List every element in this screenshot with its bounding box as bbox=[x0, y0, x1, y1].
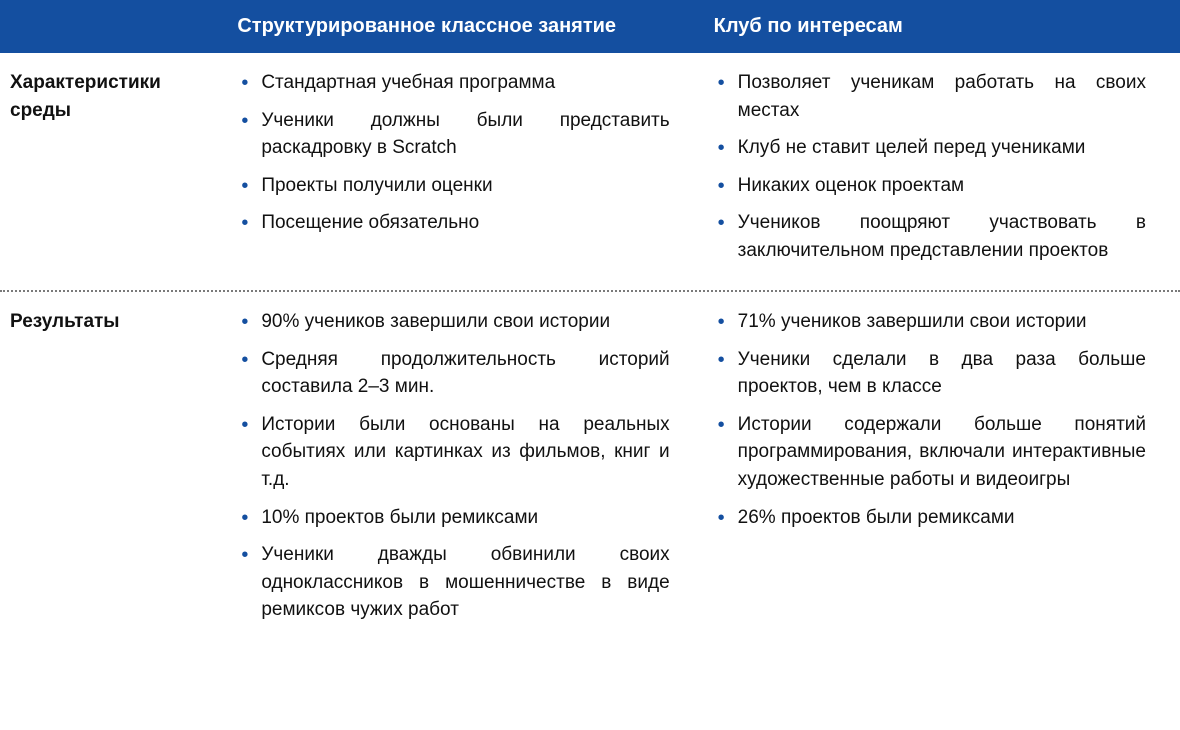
list-item: 71% учеников завершили свои истории bbox=[714, 308, 1146, 336]
list-item: Позволяет ученикам работать на своих мес… bbox=[714, 69, 1146, 124]
row-label: Результаты bbox=[0, 292, 227, 649]
list-item: Истории были основаны на реальных событи… bbox=[237, 411, 669, 494]
list-item: Клуб не ставит целей перед учениками bbox=[714, 134, 1146, 162]
comparison-table: Структурированное классное занятие Клуб … bbox=[0, 0, 1180, 650]
list-item: Истории содержали больше понятий програм… bbox=[714, 411, 1146, 494]
list-item: Средняя продолжительность историй состав… bbox=[237, 346, 669, 401]
table-row: Характеристики среды Стандартная учебная… bbox=[0, 53, 1180, 290]
cell-row1-col-b: 71% учеников завершили свои истории Учен… bbox=[704, 292, 1180, 649]
table-row: Результаты 90% учеников завершили свои и… bbox=[0, 292, 1180, 649]
header-col-b: Клуб по интересам bbox=[704, 0, 1180, 53]
list-item: Проекты получили оценки bbox=[237, 172, 669, 200]
row-label: Характеристики среды bbox=[0, 53, 227, 290]
list-item: 10% проектов были ремиксами bbox=[237, 504, 669, 532]
header-col-a: Структурированное классное занятие bbox=[227, 0, 703, 53]
list-item: Никаких оценок проектам bbox=[714, 172, 1146, 200]
list-item: Ученики дважды обвинили своих одноклассн… bbox=[237, 541, 669, 624]
list-item: 90% учеников завершили свои истории bbox=[237, 308, 669, 336]
list-item: Ученики должны были представить раскадро… bbox=[237, 107, 669, 162]
cell-row0-col-a: Стандартная учебная программа Ученики до… bbox=[227, 53, 703, 290]
list-item: Ученики сделали в два раза больше проект… bbox=[714, 346, 1146, 401]
list-item: Учеников поощряют участвовать в заключит… bbox=[714, 209, 1146, 264]
header-empty-cell bbox=[0, 0, 227, 53]
cell-row0-col-b: Позволяет ученикам работать на своих мес… bbox=[704, 53, 1180, 290]
cell-row1-col-a: 90% учеников завершили свои истории Сред… bbox=[227, 292, 703, 649]
bullet-list: Позволяет ученикам работать на своих мес… bbox=[714, 69, 1170, 264]
table-header-row: Структурированное классное занятие Клуб … bbox=[0, 0, 1180, 53]
list-item: Стандартная учебная программа bbox=[237, 69, 669, 97]
list-item: Посещение обязательно bbox=[237, 209, 669, 237]
bullet-list: Стандартная учебная программа Ученики до… bbox=[237, 69, 693, 237]
bullet-list: 90% учеников завершили свои истории Сред… bbox=[237, 308, 693, 623]
bullet-list: 71% учеников завершили свои истории Учен… bbox=[714, 308, 1170, 531]
list-item: 26% проектов были ремиксами bbox=[714, 504, 1146, 532]
